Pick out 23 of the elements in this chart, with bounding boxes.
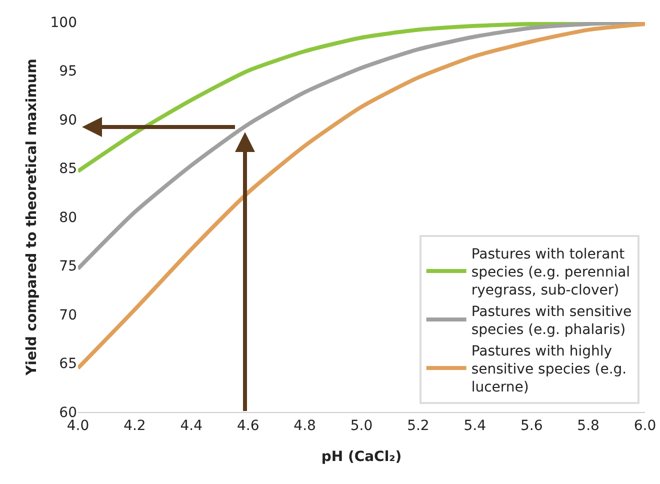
- legend-label: Pastures with highly sensitive species (e.g. lucerne): [471, 343, 627, 396]
- x-tick-label: 5.6: [520, 418, 543, 434]
- y-tick-label: 100: [50, 14, 77, 31]
- y-tick-label: 65: [59, 356, 77, 372]
- y-tick-label: 85: [59, 161, 77, 178]
- x-tick-label: 4.2: [124, 418, 146, 434]
- legend-label: Pastures with sensitive species (e.g. phalaris): [471, 304, 632, 338]
- x-tick-label: 4.6: [236, 418, 260, 434]
- y-tick-label: 70: [59, 307, 77, 324]
- x-tick-label: 5.0: [350, 418, 373, 434]
- y-tick-label: 95: [59, 64, 77, 80]
- y-tick-label: 80: [59, 210, 77, 226]
- x-tick-label: 5.8: [577, 418, 600, 434]
- y-axis-title: Yield compared to theoretical maximum: [24, 58, 40, 376]
- legend-label: Pastures with tolerant species (e.g. perennial ryegrass, sub-clover): [471, 246, 630, 299]
- x-tick-label: 4.4: [180, 418, 203, 434]
- y-tick-label: 90: [59, 112, 77, 128]
- x-axis-title: pH (CaCl₂): [321, 449, 402, 466]
- x-tick-label: 6.0: [634, 418, 656, 434]
- x-tick-label: 5.4: [464, 418, 486, 434]
- x-tick-label: 4.8: [294, 418, 316, 434]
- y-tick-label: 75: [59, 258, 77, 275]
- x-tick-label: 5.2: [407, 418, 430, 434]
